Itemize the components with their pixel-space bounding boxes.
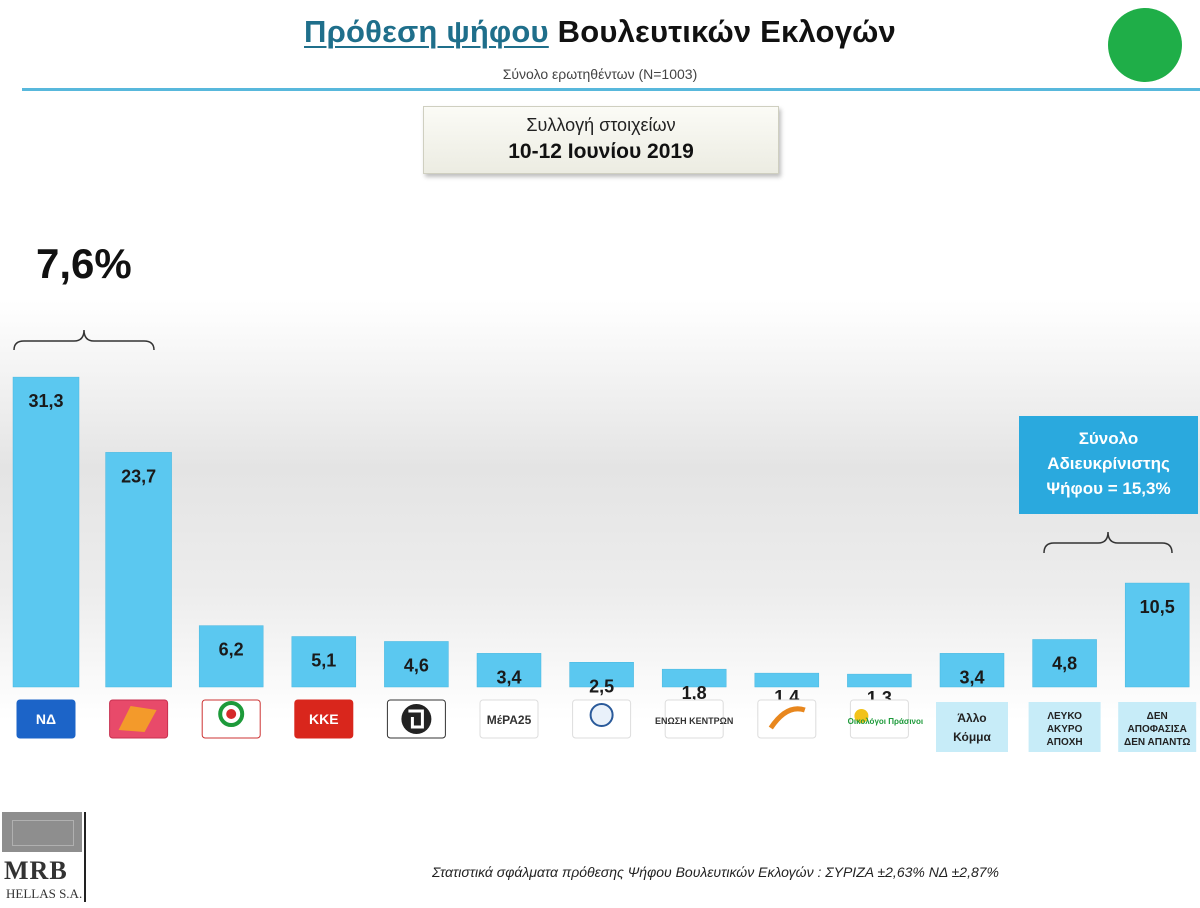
bar-4	[291, 636, 357, 688]
category-label-12-line-2: ΑΚΥΡΟ	[1047, 724, 1083, 735]
bar-11	[939, 653, 1005, 688]
enosi-kentroon-logo: ΕΝΩΣΗ ΚΕΝΤΡΩΝ	[655, 699, 733, 739]
oikologoi-prasinoi-logo: Οικολόγοι Πράσινοι	[848, 699, 923, 739]
bar-value-label-8: 1,8	[682, 683, 707, 703]
bar-3	[198, 625, 264, 688]
bar-7	[569, 662, 634, 688]
golden-dawn-logo	[386, 699, 446, 739]
title-part-2: Βουλευτικών Εκλογών	[557, 14, 896, 49]
bar-5	[384, 641, 449, 688]
category-label-13-line-3: ΔΕΝ ΑΠΑΝΤΩ	[1124, 737, 1190, 748]
bar-8	[661, 668, 727, 688]
bar-1	[12, 376, 80, 688]
lead-gap-bracket	[13, 329, 155, 351]
undecided-total-box: Σύνολο Αδιευκρίνιστης Ψήφου = 15,3%	[1019, 416, 1198, 514]
bar-12	[1032, 639, 1097, 688]
bar-value-label-7: 2,5	[589, 676, 614, 696]
bar-10	[847, 673, 912, 688]
bar-value-label-1: 31,3	[28, 391, 63, 411]
mrb-logo-mark	[2, 812, 82, 852]
undecided-bracket	[1043, 531, 1173, 554]
bar-2	[105, 452, 172, 688]
bar-value-label-6: 3,4	[496, 667, 521, 687]
bar-value-label-11: 3,4	[959, 667, 984, 687]
category-label-12-line-1: ΛΕΥΚΟ	[1047, 711, 1082, 722]
category-label-box-13	[1118, 702, 1197, 752]
category-label-12-line-3: ΑΠΟΧΗ	[1047, 737, 1083, 748]
lead-gap-annotation: 7,6%	[36, 240, 132, 287]
category-label-13-line-2: ΑΠΟΦΑΣΙΣΑ	[1128, 724, 1187, 735]
bar-9	[754, 672, 820, 688]
kke-logo-label: ΚΚΕ	[309, 711, 339, 727]
bar-value-label-2: 23,7	[121, 466, 156, 486]
mrb-logo-rule	[84, 812, 86, 902]
nd-logo: ΝΔ	[16, 699, 76, 739]
category-label-13-line-1: ΔΕΝ	[1147, 711, 1168, 722]
status-indicator-circle	[1108, 8, 1182, 82]
mrb-hellas-logo: MRB HELLAS S.A.	[0, 812, 92, 904]
category-label-11-line-2: Κόμμα	[953, 730, 991, 744]
mera25-logo: ΜέΡΑ25	[479, 699, 539, 739]
dimiourgia-xana-logo	[757, 699, 817, 739]
bar-value-label-12: 4,8	[1052, 653, 1077, 673]
bar-value-label-13: 10,5	[1140, 597, 1175, 617]
elliniki-lysi-logo	[572, 699, 632, 739]
category-label-11-line-1: Άλλο	[957, 711, 986, 725]
mera25-logo-label: ΜέΡΑ25	[487, 713, 532, 727]
enosi-kentroon-logo-label: ΕΝΩΣΗ ΚΕΝΤΡΩΝ	[655, 716, 733, 726]
header-divider	[22, 88, 1200, 91]
category-label-box-11	[936, 702, 1008, 752]
syriza-logo	[109, 699, 169, 739]
statistical-error-note: Στατιστικά σφάλματα πρόθεσης Ψήφου Βουλε…	[432, 864, 999, 880]
nd-logo-label: ΝΔ	[36, 711, 56, 727]
bar-13	[1124, 582, 1190, 688]
bar-value-label-3: 6,2	[219, 640, 244, 660]
kke-logo: ΚΚΕ	[294, 699, 354, 739]
page-title: Πρόθεση ψήφου Βουλευτικών Εκλογών	[0, 14, 1200, 50]
mrb-logo-text: MRB	[4, 856, 68, 885]
sample-size-subtitle: Σύνολο ερωτηθέντων (N=1003)	[502, 66, 698, 82]
title-part-1: Πρόθεση ψήφου	[304, 14, 549, 49]
mrb-logo-subtext: HELLAS S.A.	[6, 886, 83, 901]
bar-value-label-5: 4,6	[404, 655, 429, 675]
bar-6	[476, 653, 542, 688]
category-label-box-12	[1028, 702, 1101, 752]
undecided-line-2: Αδιευκρίνιστης	[1047, 454, 1170, 473]
bar-value-label-4: 5,1	[311, 651, 336, 671]
undecided-line-1: Σύνολο	[1078, 429, 1139, 448]
oikologoi-prasinoi-logo-label: Οικολόγοι Πράσινοι	[848, 717, 923, 726]
period-label: Συλλογή στοιχείων	[526, 115, 676, 135]
undecided-line-3: Ψήφου = 15,3%	[1046, 479, 1171, 498]
period-dates: 10-12 Ιουνίου 2019	[508, 140, 694, 163]
kinal-logo	[201, 699, 261, 739]
data-collection-period-box: Συλλογή στοιχείων 10-12 Ιουνίου 2019	[423, 106, 779, 174]
